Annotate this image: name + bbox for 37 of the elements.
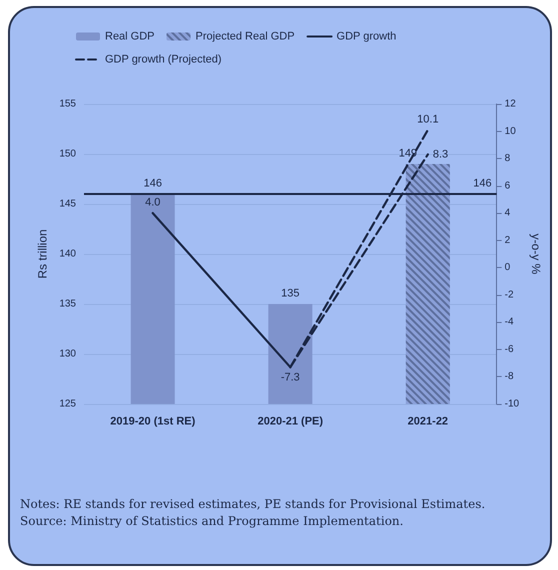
ref-line-label: 146 [473,178,492,190]
data-label: 146 [144,178,162,190]
legend-label: GDP growth [336,30,396,42]
y2-tick-label: 6 [504,180,511,192]
x-tick-label: 2021-22 [408,416,448,428]
y2-axis-title: y-o-y % [529,234,543,275]
y2-tick-label: 12 [504,98,516,110]
y2-tick-label: -10 [504,398,520,410]
legend-label: GDP growth (Projected) [105,54,222,66]
data-label: 8.3 [432,148,448,160]
legend-label: Real GDP [105,30,155,42]
data-label: 135 [281,288,300,300]
y2-tick-label: -6 [504,344,514,355]
y2-tick-label: 4 [504,208,511,219]
y2-tick-label: 0 [504,262,511,274]
y-tick-label: 155 [59,98,76,110]
y-tick-label: 135 [59,298,76,310]
y-tick-label: 145 [59,198,76,210]
y2-tick-label: 10 [504,126,516,137]
y-tick-label: 150 [59,148,76,160]
y2-tick-label: 2 [504,234,511,246]
text: Notes: RE stands for revised estimates, PE stands for Provisional Estimates. [20,496,486,513]
y2-tick-label: -8 [504,371,514,382]
y-axis-title: Rs trillion [35,229,50,279]
data-label: 10.1 [417,113,439,126]
y2-tick-label: -2 [504,289,514,300]
y2-tick-label: -4 [504,316,514,328]
legend-label: Projected Real GDP [196,30,295,42]
x-tick-label: 2019-20 (1st RE) [110,416,196,428]
data-label: 4.0 [145,196,160,209]
x-tick-label: 2020-21 (PE) [258,416,324,428]
y2-tick-label: 8 [504,153,511,164]
y-tick-label: 130 [59,348,76,360]
data-label: -7.3 [280,372,300,384]
y-tick-label: 140 [59,248,76,260]
y-tick-label: 125 [59,398,76,410]
source-note: Source: Ministry of Statistics and Programme Implementation. [20,513,404,530]
